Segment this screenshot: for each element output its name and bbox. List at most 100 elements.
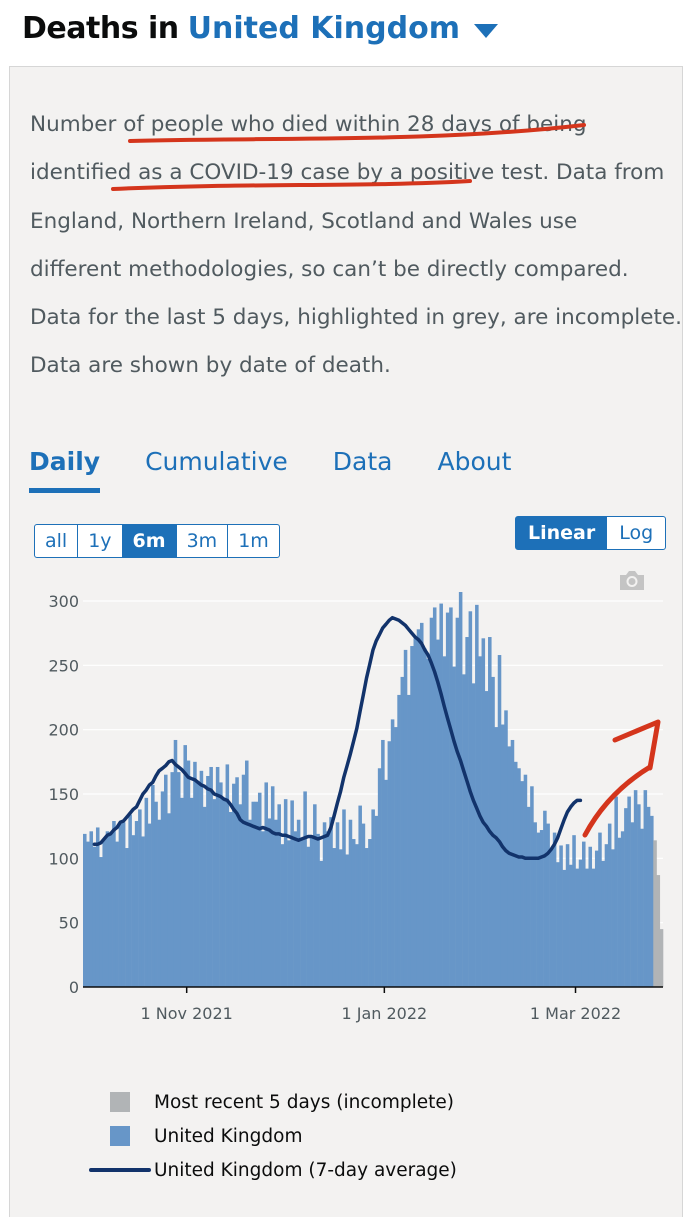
bar <box>118 823 123 987</box>
legend-label: United Kingdom (7-day average) <box>154 1159 457 1181</box>
bar <box>416 629 421 987</box>
y-tick-label: 100 <box>48 849 79 868</box>
scale-selector: Linear Log <box>515 516 667 550</box>
bar <box>199 770 204 987</box>
tab-bar: Daily Cumulative Data About <box>29 447 556 493</box>
description-line: Data are shown by date of death. <box>30 353 391 379</box>
bar <box>186 760 191 987</box>
bar <box>523 774 528 987</box>
bar <box>556 862 560 987</box>
bar <box>112 821 116 987</box>
bar <box>520 781 524 987</box>
bar <box>536 832 541 987</box>
bar <box>419 622 424 987</box>
bar <box>455 617 460 987</box>
chart-legend: Most recent 5 days (incomplete) United K… <box>88 1085 457 1187</box>
description-line: England, Northern Ireland, Scotland and … <box>30 208 578 234</box>
bar <box>637 804 641 987</box>
bar <box>235 777 239 987</box>
bar <box>601 860 605 987</box>
area-selector[interactable]: United Kingdom <box>187 10 460 46</box>
bar <box>280 844 285 987</box>
range-1m-button[interactable]: 1m <box>238 530 269 552</box>
bar <box>306 846 311 987</box>
bar <box>351 839 356 987</box>
bar <box>526 806 531 987</box>
bar <box>394 727 398 987</box>
range-6m-button[interactable]: 6m <box>122 525 177 557</box>
bar <box>384 779 388 987</box>
scale-log-button[interactable]: Log <box>619 522 654 544</box>
bar <box>183 745 187 987</box>
bar <box>390 719 395 987</box>
bar <box>170 772 175 987</box>
bar <box>261 831 265 987</box>
y-tick-label: 200 <box>48 721 79 740</box>
bar <box>552 832 557 987</box>
bar <box>164 774 168 987</box>
bar <box>144 797 149 987</box>
bar <box>121 822 126 987</box>
bar <box>565 844 570 987</box>
range-all-button[interactable]: all <box>35 525 79 557</box>
bar <box>429 617 434 987</box>
bar <box>248 819 252 987</box>
range-1y-button[interactable]: 1y <box>78 525 123 557</box>
bar <box>407 694 411 987</box>
scale-linear-button[interactable]: Linear <box>516 517 608 549</box>
bar <box>338 849 343 987</box>
bar <box>458 591 463 987</box>
camera-icon[interactable] <box>618 569 646 591</box>
bar <box>193 761 197 987</box>
bar <box>274 819 278 987</box>
tab-cumulative[interactable]: Cumulative <box>145 447 288 476</box>
range-3m-button[interactable]: 3m <box>177 525 229 557</box>
x-tick-label: 1 Mar 2022 <box>530 1004 621 1023</box>
bar <box>559 845 563 987</box>
time-range-selector: all 1y 6m 3m 1m <box>34 524 280 558</box>
page-header: Deaths in United Kingdom <box>22 6 498 50</box>
bar <box>361 823 366 987</box>
y-tick-label: 300 <box>48 592 79 611</box>
bar <box>296 819 301 987</box>
bar <box>141 836 145 987</box>
description-line: Number of people who died within 28 days… <box>30 112 587 137</box>
y-tick-label: 0 <box>69 978 79 997</box>
bar <box>507 746 512 987</box>
bar <box>128 814 132 987</box>
tab-daily[interactable]: Daily <box>29 447 101 493</box>
bar <box>494 727 499 987</box>
bar <box>575 868 580 987</box>
bar <box>345 854 349 987</box>
bar <box>313 804 317 987</box>
bar <box>624 808 628 987</box>
bar <box>410 646 414 987</box>
bar <box>387 741 392 987</box>
tab-about[interactable]: About <box>437 447 512 476</box>
bar <box>358 805 362 987</box>
bar <box>368 839 372 987</box>
legend-item-incomplete: Most recent 5 days (incomplete) <box>88 1085 457 1119</box>
bar <box>99 857 103 987</box>
legend-item-average: United Kingdom (7-day average) <box>88 1153 457 1187</box>
bar <box>598 832 602 987</box>
bar <box>86 841 90 987</box>
bar <box>83 833 87 987</box>
bar <box>462 674 466 987</box>
legend-item-uk: United Kingdom <box>88 1119 457 1153</box>
tab-data[interactable]: Data <box>332 447 393 476</box>
bar <box>530 786 534 987</box>
bar <box>449 607 453 987</box>
bar <box>633 790 638 987</box>
bar <box>549 848 554 987</box>
bar <box>381 739 385 987</box>
bar <box>176 772 181 987</box>
x-tick-label: 1 Jan 2022 <box>341 1004 427 1023</box>
bar <box>319 860 324 987</box>
bar <box>329 817 333 987</box>
bar <box>131 835 136 987</box>
triangle-down-icon[interactable] <box>473 24 498 38</box>
bar <box>257 792 262 987</box>
bar <box>371 809 375 987</box>
bar <box>222 797 226 987</box>
